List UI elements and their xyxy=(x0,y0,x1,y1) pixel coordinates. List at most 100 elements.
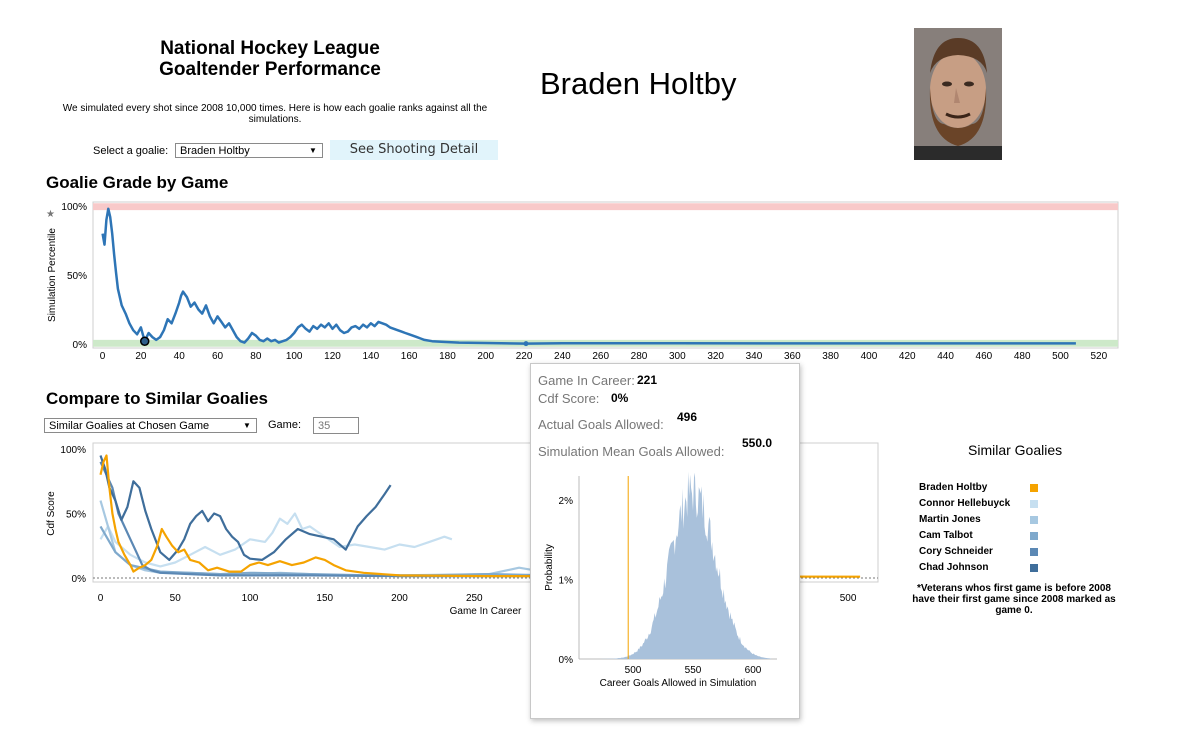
goalie-grade-title: Goalie Grade by Game xyxy=(46,173,229,192)
x-tick-label: 240 xyxy=(554,351,571,362)
pin-icon[interactable]: ★ xyxy=(46,209,55,220)
x-tick-label: 220 xyxy=(516,351,533,362)
compare-mode-dropdown[interactable]: Similar Goalies at Chosen Game ▼ xyxy=(44,418,257,433)
legend-swatch xyxy=(1030,500,1038,508)
description-text: We simulated every shot since 2008 10,00… xyxy=(62,103,488,125)
legend-item[interactable]: Cory Schneider xyxy=(919,546,1039,558)
x-tick-label: 100 xyxy=(242,593,259,604)
x-tick-label: 260 xyxy=(592,351,609,362)
legend-item[interactable]: Martin Jones xyxy=(919,514,1039,526)
y-tick-label: 100% xyxy=(61,202,87,213)
x-tick-label: 60 xyxy=(212,351,224,362)
selected-game-point xyxy=(139,336,150,346)
x-tick-label: 180 xyxy=(439,351,456,362)
select-goalie-label: Select a goalie: xyxy=(93,145,169,157)
x-tick-label: 300 xyxy=(669,351,686,362)
game-label: Game: xyxy=(268,419,302,431)
simulation-distribution-chart: 0% 1% 2% 500 550 600 Career Goals Allowed in S… xyxy=(544,471,777,689)
x-tick-label: 20 xyxy=(135,351,147,362)
x-tick-label: 150 xyxy=(316,593,333,604)
title-line-2: Goaltender Performance xyxy=(159,59,381,80)
x-tick-label: 320 xyxy=(707,351,724,362)
x-tick-label: 0 xyxy=(98,593,104,604)
dropdown-arrow-icon: ▼ xyxy=(309,146,317,155)
goalie-grade-chart[interactable]: 0% 50% 100% 0 20 40 60 80 100 120 140 160 180 200 220 2… xyxy=(40,198,1130,366)
see-shooting-detail-button[interactable]: See Shooting Detail xyxy=(330,140,498,160)
legend-item[interactable]: Cam Talbot xyxy=(919,530,1039,542)
x-tick-label: 440 xyxy=(937,351,954,362)
tooltip-actual-value: 496 xyxy=(677,410,698,424)
tooltip-game-label: Game In Career: xyxy=(538,373,635,388)
hovered-game-point xyxy=(523,341,529,347)
game-input[interactable] xyxy=(313,417,359,434)
legend-item[interactable]: Connor Hellebuyck xyxy=(919,498,1039,510)
goalie-name-heading: Braden Holtby xyxy=(540,66,737,101)
dashboard-title: National Hockey League Goaltender Perfor… xyxy=(120,38,420,80)
x-tick-label: 460 xyxy=(976,351,993,362)
goalie-photo xyxy=(914,28,1002,160)
x-tick-label: 500 xyxy=(1052,351,1069,362)
legend-item[interactable]: Chad Johnson xyxy=(919,562,1039,574)
tooltip-cdf-label: Cdf Score: xyxy=(538,391,600,406)
y-axis-label: Cdf Score xyxy=(46,491,57,536)
legend-title: Similar Goalies xyxy=(968,442,1063,458)
compare-similar-title: Compare to Similar Goalies xyxy=(46,389,269,408)
x-tick-label: 280 xyxy=(631,351,648,362)
y-axis-label: Simulation Percentile xyxy=(47,228,58,322)
x-tick-label: 50 xyxy=(170,593,182,604)
x-tick-label: 420 xyxy=(899,351,916,362)
x-tick-label: 40 xyxy=(174,351,186,362)
legend-item-label: Braden Holtby xyxy=(919,482,988,493)
distribution-area xyxy=(597,471,771,659)
x-tick-label: 0 xyxy=(100,351,106,362)
y-tick-label: 2% xyxy=(559,496,574,507)
goalie-dropdown[interactable]: Braden Holtby ▼ xyxy=(175,143,323,158)
dropdown-arrow-icon: ▼ xyxy=(243,421,251,430)
y-tick-label: 0% xyxy=(559,655,574,666)
x-tick-label: 500 xyxy=(840,593,857,604)
x-tick-label: 200 xyxy=(391,593,408,604)
legend-footnote: *Veterans whos first game is before 2008… xyxy=(912,583,1116,616)
grade-series-line xyxy=(101,207,1076,345)
x-tick-label: 400 xyxy=(861,351,878,362)
x-tick-label: 140 xyxy=(362,351,379,362)
legend-swatch xyxy=(1030,516,1038,524)
x-tick-label: 200 xyxy=(477,351,494,362)
x-tick-label: 550 xyxy=(685,665,702,676)
x-tick-label: 100 xyxy=(286,351,303,362)
series-line-chad-johnson xyxy=(99,455,392,562)
legend-swatch xyxy=(1030,484,1038,492)
legend-swatch xyxy=(1030,548,1038,556)
y-tick-label: 0% xyxy=(73,340,88,351)
tooltip-cdf-value: 0% xyxy=(611,391,629,405)
tooltip-mean-value: 550.0 xyxy=(742,436,773,450)
y-axis-label: Probability xyxy=(544,544,555,591)
legend-item-label: Martin Jones xyxy=(919,514,981,525)
y-tick-label: 50% xyxy=(66,510,86,521)
x-tick-label: 340 xyxy=(746,351,763,362)
legend-item-label: Cam Talbot xyxy=(919,530,973,541)
y-tick-label: 50% xyxy=(67,271,87,282)
tooltip-game-value: 221 xyxy=(637,373,658,387)
x-tick-label: 520 xyxy=(1090,351,1107,362)
legend-item-label: Cory Schneider xyxy=(919,546,993,557)
legend-item-label: Chad Johnson xyxy=(919,562,989,573)
legend-item[interactable]: Braden Holtby xyxy=(919,482,1039,494)
x-tick-label: 380 xyxy=(822,351,839,362)
y-tick-label: 0% xyxy=(72,574,87,585)
tooltip-mean-label: Simulation Mean Goals Allowed: xyxy=(538,444,725,459)
x-tick-label: 160 xyxy=(401,351,418,362)
y-tick-label: 1% xyxy=(559,575,574,586)
series-line-connor-hellebuyck xyxy=(99,512,453,568)
title-line-1: National Hockey League xyxy=(160,38,380,59)
legend-item-label: Connor Hellebuyck xyxy=(919,498,1011,509)
legend-swatch xyxy=(1030,532,1038,540)
x-tick-label: 360 xyxy=(784,351,801,362)
upper-band xyxy=(93,203,1118,211)
x-tick-label: 500 xyxy=(625,665,642,676)
game-tooltip: Game In Career: 221 Cdf Score: 0% Actual… xyxy=(530,363,800,719)
tooltip-actual-label: Actual Goals Allowed: xyxy=(538,417,664,432)
x-axis-label: Career Goals Allowed in Simulation xyxy=(600,678,757,689)
plot-area xyxy=(92,201,1119,349)
legend-swatch xyxy=(1030,564,1038,572)
